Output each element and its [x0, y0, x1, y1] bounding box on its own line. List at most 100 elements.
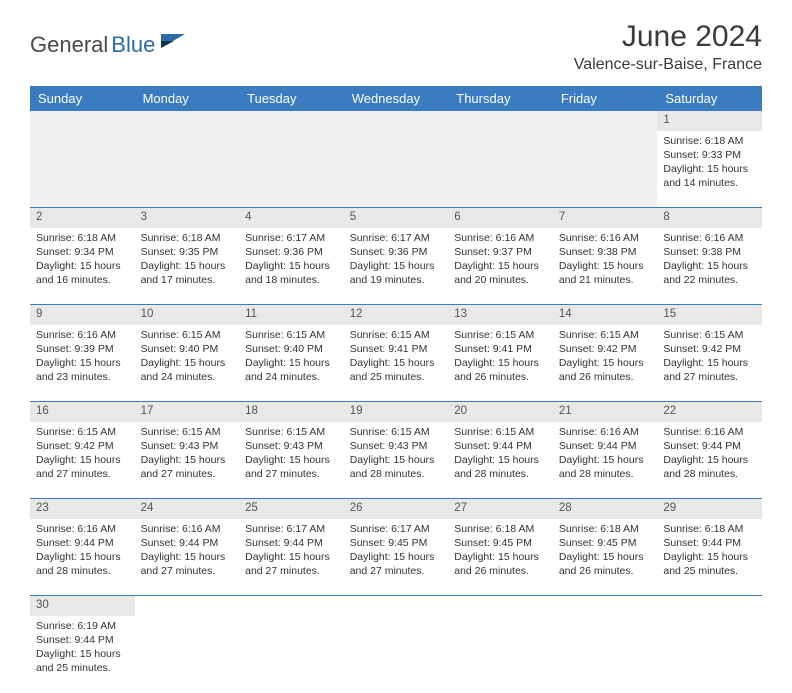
daynum-row: 1: [30, 111, 762, 131]
day-number: 16: [30, 402, 135, 422]
day-cell: Sunrise: 6:17 AMSunset: 9:44 PMDaylight:…: [239, 519, 344, 596]
logo-text-blue: Blue: [111, 32, 155, 58]
day-number: 28: [553, 499, 658, 519]
sunset-text: Sunset: 9:42 PM: [663, 342, 756, 356]
sunrise-text: Sunrise: 6:15 AM: [350, 328, 443, 342]
day-cell: Sunrise: 6:15 AMSunset: 9:44 PMDaylight:…: [448, 422, 553, 499]
day-cell: Sunrise: 6:16 AMSunset: 9:44 PMDaylight:…: [30, 519, 135, 596]
daylight-text: Daylight: 15 hours: [36, 356, 129, 370]
daylight-text: Daylight: 15 hours: [141, 550, 234, 564]
day-number: [239, 111, 344, 131]
day-cell: Sunrise: 6:16 AMSunset: 9:38 PMDaylight:…: [657, 228, 762, 305]
daylight-text: Daylight: 15 hours: [36, 453, 129, 467]
day-cell: [30, 131, 135, 208]
sunset-text: Sunset: 9:38 PM: [663, 245, 756, 259]
sunrise-text: Sunrise: 6:16 AM: [559, 231, 652, 245]
daynum-row: 16171819202122: [30, 402, 762, 422]
daylight-text2: and 27 minutes.: [245, 564, 338, 578]
day-cell: Sunrise: 6:15 AMSunset: 9:43 PMDaylight:…: [239, 422, 344, 499]
sunrise-text: Sunrise: 6:17 AM: [350, 522, 443, 536]
day-number: 12: [344, 305, 449, 325]
daylight-text: Daylight: 15 hours: [454, 259, 547, 273]
daylight-text2: and 24 minutes.: [141, 370, 234, 384]
logo-text-general: General: [30, 32, 108, 58]
day-number: 3: [135, 208, 240, 228]
daylight-text: Daylight: 15 hours: [350, 259, 443, 273]
sunrise-text: Sunrise: 6:16 AM: [663, 425, 756, 439]
day-cell: Sunrise: 6:18 AMSunset: 9:45 PMDaylight:…: [553, 519, 658, 596]
day-cell: [344, 131, 449, 208]
daylight-text: Daylight: 15 hours: [663, 356, 756, 370]
sunrise-text: Sunrise: 6:17 AM: [245, 231, 338, 245]
sunset-text: Sunset: 9:35 PM: [141, 245, 234, 259]
sunrise-text: Sunrise: 6:19 AM: [36, 619, 129, 633]
sunrise-text: Sunrise: 6:18 AM: [559, 522, 652, 536]
day-number: 21: [553, 402, 658, 422]
week-row: Sunrise: 6:18 AMSunset: 9:33 PMDaylight:…: [30, 131, 762, 208]
daylight-text2: and 28 minutes.: [350, 467, 443, 481]
daylight-text2: and 24 minutes.: [245, 370, 338, 384]
sunset-text: Sunset: 9:36 PM: [245, 245, 338, 259]
month-title: June 2024: [574, 20, 762, 54]
day-number: 30: [30, 596, 135, 616]
daylight-text2: and 27 minutes.: [663, 370, 756, 384]
day-cell: Sunrise: 6:15 AMSunset: 9:40 PMDaylight:…: [239, 325, 344, 402]
daylight-text: Daylight: 15 hours: [36, 647, 129, 661]
sunset-text: Sunset: 9:43 PM: [350, 439, 443, 453]
day-number: 23: [30, 499, 135, 519]
day-number: 1: [657, 111, 762, 131]
daylight-text: Daylight: 15 hours: [663, 259, 756, 273]
day-number: 4: [239, 208, 344, 228]
sunrise-text: Sunrise: 6:15 AM: [559, 328, 652, 342]
day-number: 20: [448, 402, 553, 422]
day-cell: Sunrise: 6:15 AMSunset: 9:40 PMDaylight:…: [135, 325, 240, 402]
sunrise-text: Sunrise: 6:18 AM: [36, 231, 129, 245]
weekday-header: Saturday: [657, 86, 762, 111]
daylight-text2: and 27 minutes.: [36, 467, 129, 481]
daylight-text: Daylight: 15 hours: [663, 453, 756, 467]
daynum-row: 30: [30, 596, 762, 616]
sunset-text: Sunset: 9:40 PM: [245, 342, 338, 356]
day-cell: [135, 616, 240, 693]
daylight-text: Daylight: 15 hours: [350, 550, 443, 564]
logo: GeneralBlue: [30, 32, 187, 58]
daylight-text: Daylight: 15 hours: [350, 356, 443, 370]
day-cell: Sunrise: 6:18 AMSunset: 9:34 PMDaylight:…: [30, 228, 135, 305]
daylight-text: Daylight: 15 hours: [245, 453, 338, 467]
daylight-text: Daylight: 15 hours: [350, 453, 443, 467]
week-row: Sunrise: 6:16 AMSunset: 9:39 PMDaylight:…: [30, 325, 762, 402]
day-number: 8: [657, 208, 762, 228]
sunrise-text: Sunrise: 6:18 AM: [663, 134, 756, 148]
flag-icon: [161, 34, 187, 57]
day-cell: Sunrise: 6:15 AMSunset: 9:42 PMDaylight:…: [657, 325, 762, 402]
day-number: 14: [553, 305, 658, 325]
day-number: 11: [239, 305, 344, 325]
sunset-text: Sunset: 9:44 PM: [141, 536, 234, 550]
day-cell: [448, 131, 553, 208]
sunset-text: Sunset: 9:37 PM: [454, 245, 547, 259]
day-number: 2: [30, 208, 135, 228]
daylight-text2: and 27 minutes.: [141, 467, 234, 481]
day-number: 26: [344, 499, 449, 519]
day-cell: Sunrise: 6:15 AMSunset: 9:41 PMDaylight:…: [448, 325, 553, 402]
daylight-text2: and 20 minutes.: [454, 273, 547, 287]
day-cell: Sunrise: 6:15 AMSunset: 9:41 PMDaylight:…: [344, 325, 449, 402]
daylight-text: Daylight: 15 hours: [245, 259, 338, 273]
day-number: [239, 596, 344, 616]
sunset-text: Sunset: 9:41 PM: [350, 342, 443, 356]
sunrise-text: Sunrise: 6:16 AM: [36, 522, 129, 536]
weekday-header: Thursday: [448, 86, 553, 111]
daylight-text: Daylight: 15 hours: [245, 356, 338, 370]
day-cell: Sunrise: 6:18 AMSunset: 9:33 PMDaylight:…: [657, 131, 762, 208]
daylight-text2: and 21 minutes.: [559, 273, 652, 287]
daylight-text2: and 25 minutes.: [663, 564, 756, 578]
day-number: 6: [448, 208, 553, 228]
sunset-text: Sunset: 9:44 PM: [663, 439, 756, 453]
day-number: [30, 111, 135, 131]
sunset-text: Sunset: 9:44 PM: [663, 536, 756, 550]
sunset-text: Sunset: 9:45 PM: [350, 536, 443, 550]
day-cell: Sunrise: 6:17 AMSunset: 9:36 PMDaylight:…: [239, 228, 344, 305]
daylight-text2: and 23 minutes.: [36, 370, 129, 384]
sunset-text: Sunset: 9:44 PM: [245, 536, 338, 550]
weekday-header: Sunday: [30, 86, 135, 111]
